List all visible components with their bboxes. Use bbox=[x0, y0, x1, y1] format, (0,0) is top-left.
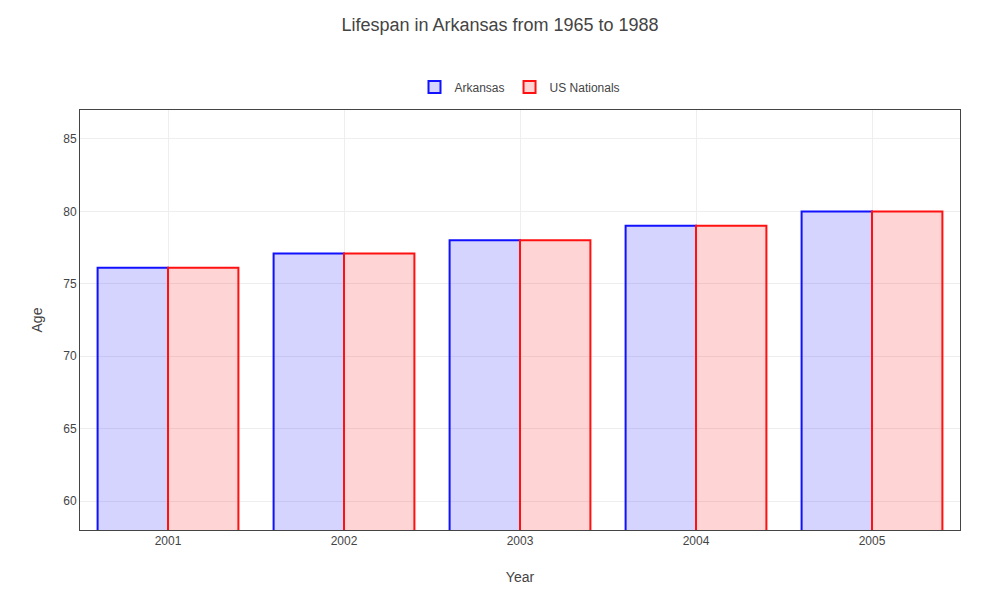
svg-text:Age: Age bbox=[29, 307, 45, 332]
svg-text:Year: Year bbox=[506, 569, 535, 585]
svg-text:2004: 2004 bbox=[683, 534, 710, 548]
svg-text:US Nationals: US Nationals bbox=[550, 81, 620, 95]
svg-text:80: 80 bbox=[63, 205, 77, 219]
svg-text:65: 65 bbox=[63, 422, 77, 436]
svg-text:Lifespan in Arkansas from 1965: Lifespan in Arkansas from 1965 to 1988 bbox=[341, 15, 658, 35]
svg-text:85: 85 bbox=[63, 132, 77, 146]
svg-text:60: 60 bbox=[63, 494, 77, 508]
svg-text:Arkansas: Arkansas bbox=[455, 81, 505, 95]
svg-text:75: 75 bbox=[63, 277, 77, 291]
svg-text:2002: 2002 bbox=[331, 534, 358, 548]
svg-text:2003: 2003 bbox=[507, 534, 534, 548]
svg-text:2001: 2001 bbox=[155, 534, 182, 548]
svg-text:2005: 2005 bbox=[859, 534, 886, 548]
svg-text:70: 70 bbox=[63, 349, 77, 363]
